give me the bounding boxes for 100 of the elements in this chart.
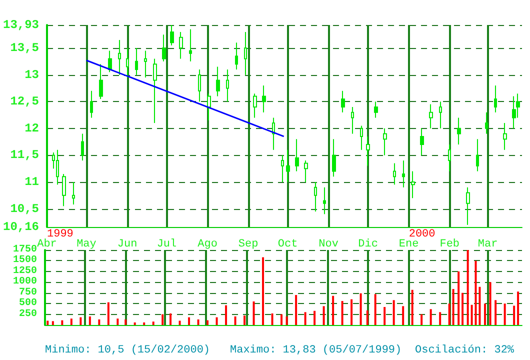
y-tick-label: 1000 xyxy=(12,276,37,288)
y-tick-label: 12,5 xyxy=(10,94,40,109)
candlestick xyxy=(323,186,326,215)
x-tick-label: Feb xyxy=(440,238,460,250)
candlestick xyxy=(216,66,220,97)
x-tick-label: Ago xyxy=(198,238,218,250)
y-tick-label: 13,5 xyxy=(10,41,40,56)
candlestick xyxy=(262,85,266,113)
bar xyxy=(244,316,246,325)
bar xyxy=(252,301,255,325)
y-tick-label: 500 xyxy=(18,298,37,310)
bar xyxy=(170,313,172,325)
bar xyxy=(474,260,477,325)
bar xyxy=(304,312,306,325)
candlestick xyxy=(366,136,370,166)
candlestick xyxy=(253,93,257,118)
bar xyxy=(341,301,344,325)
y-tick-label: 10,16 xyxy=(2,220,40,234)
bar xyxy=(116,318,119,325)
bar xyxy=(322,306,325,325)
y-tick-label: 13 xyxy=(24,68,40,82)
candlestick xyxy=(108,50,112,73)
bar xyxy=(504,304,506,325)
candlestick xyxy=(162,34,166,62)
bar xyxy=(271,313,274,325)
candlestick xyxy=(420,128,424,156)
candlestick xyxy=(466,186,470,226)
x-tick-label: Sep xyxy=(238,238,258,250)
bar xyxy=(458,271,460,325)
x-tick-label: Nov xyxy=(318,238,339,250)
bar xyxy=(88,316,91,325)
candlestick xyxy=(226,68,229,102)
candlestick xyxy=(411,170,415,199)
bar xyxy=(197,319,200,325)
bar xyxy=(411,290,414,325)
candlestick xyxy=(332,138,336,178)
bar xyxy=(392,300,395,325)
candlestick xyxy=(170,24,174,46)
candlestick xyxy=(153,58,157,124)
bar xyxy=(462,292,464,325)
bar xyxy=(470,304,473,325)
candlestick xyxy=(235,42,238,70)
bar xyxy=(366,310,368,325)
candlestick xyxy=(244,31,247,76)
bar xyxy=(448,304,450,325)
candlestick xyxy=(99,64,103,100)
bar xyxy=(52,321,54,325)
candlestick xyxy=(457,117,461,145)
candlestick xyxy=(81,133,84,162)
candlestick xyxy=(72,181,75,205)
bar xyxy=(225,305,228,325)
bar xyxy=(134,322,136,325)
candlestick xyxy=(189,28,192,62)
bar xyxy=(430,309,432,325)
y-tick-label: 750 xyxy=(18,287,37,298)
text: Maximo: 13,83 (05/07/1999) xyxy=(230,344,402,356)
bar xyxy=(80,317,82,325)
bar xyxy=(484,304,486,325)
candlestick xyxy=(118,40,121,76)
bar xyxy=(384,307,386,325)
bar xyxy=(188,317,190,325)
bar xyxy=(234,316,236,325)
candlestick xyxy=(448,144,451,172)
bar xyxy=(517,292,520,325)
candlestick xyxy=(272,117,275,150)
candlestick xyxy=(56,149,59,186)
candlestick xyxy=(314,181,317,212)
x-tick-label: Abr xyxy=(37,238,57,250)
bar xyxy=(280,314,283,325)
bar xyxy=(216,317,218,325)
bar xyxy=(466,250,469,325)
y-tick-label: 11 xyxy=(24,174,40,189)
candlestick xyxy=(429,104,433,129)
bar xyxy=(314,310,316,325)
candlestick xyxy=(485,112,488,134)
bar xyxy=(350,299,353,325)
candlestick xyxy=(135,48,138,76)
bar xyxy=(494,300,497,325)
bar xyxy=(124,319,127,325)
candlestick xyxy=(402,160,405,188)
bar xyxy=(98,319,100,325)
candlestick xyxy=(295,138,299,172)
bar xyxy=(286,316,288,325)
bar xyxy=(61,320,64,325)
bar xyxy=(152,322,154,325)
y-tick-label: 250 xyxy=(18,308,37,320)
bar xyxy=(143,322,146,325)
candlestick xyxy=(207,93,211,121)
y-tick-label: 11,5 xyxy=(10,148,40,162)
bar xyxy=(178,320,181,325)
text: Oscilación: 32% xyxy=(415,344,514,356)
candlestick xyxy=(494,85,497,113)
x-tick-label: Jul xyxy=(156,238,177,250)
x-tick-label: Ene xyxy=(398,238,419,250)
candlestick xyxy=(281,154,284,182)
bar xyxy=(295,295,298,325)
bar xyxy=(439,312,442,325)
bar xyxy=(452,289,454,325)
bar xyxy=(262,257,264,325)
candlestick xyxy=(383,128,387,156)
